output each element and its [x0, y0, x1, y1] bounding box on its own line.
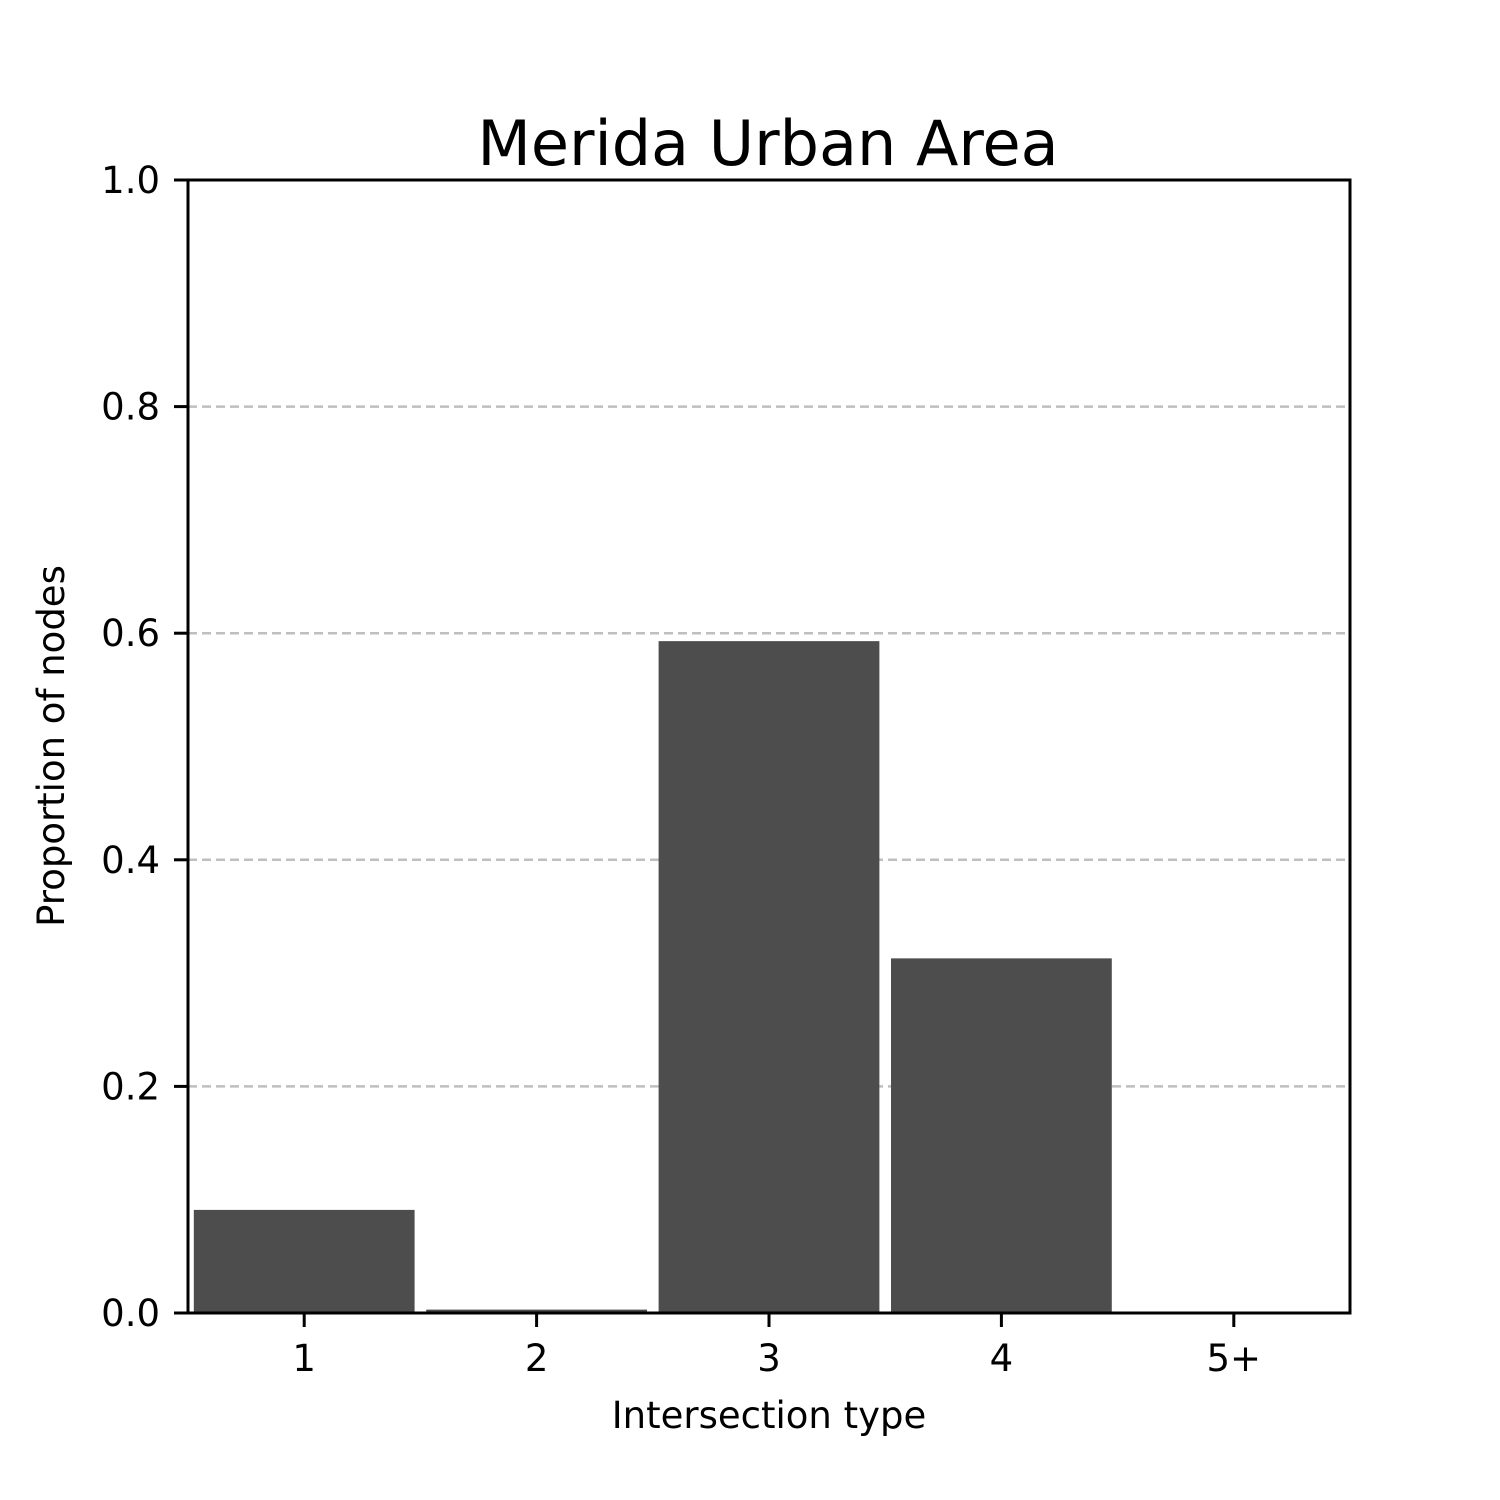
y-axis-ticks: 0.0 0.2 0.4 0.6 0.8 1.0: [101, 159, 188, 1335]
bar-2: [426, 1309, 647, 1313]
x-axis-label: Intersection type: [612, 1394, 927, 1437]
y-tick-label: 0.4: [101, 839, 160, 882]
bar-1: [193, 1209, 415, 1313]
x-tick-label: 4: [990, 1337, 1014, 1380]
y-tick-label: 0.8: [101, 386, 160, 429]
y-axis-label: Proportion of nodes: [30, 565, 73, 927]
bars: [193, 641, 1345, 1313]
y-tick-label: 0.0: [101, 1292, 160, 1335]
x-tick-label: 1: [292, 1337, 316, 1380]
y-tick-label: 0.2: [101, 1065, 160, 1108]
x-axis-ticks: 1 2 3 4 5+: [292, 1313, 1261, 1380]
x-tick-label: 2: [525, 1337, 549, 1380]
x-tick-label: 5+: [1207, 1337, 1262, 1380]
y-tick-label: 1.0: [101, 159, 160, 202]
bar-3: [658, 641, 880, 1313]
chart-title: Merida Urban Area: [477, 107, 1058, 180]
x-tick-label: 3: [757, 1337, 781, 1380]
y-tick-label: 0.6: [101, 612, 160, 655]
bar-4: [891, 958, 1112, 1313]
